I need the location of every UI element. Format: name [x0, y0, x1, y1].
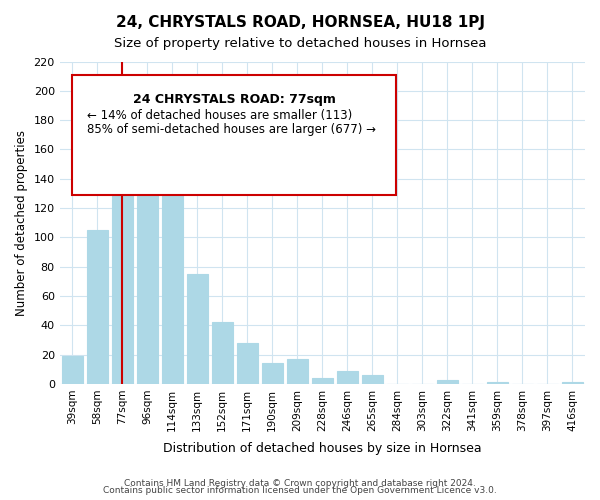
Bar [562, 382, 583, 384]
Bar [112, 150, 133, 384]
Bar [487, 382, 508, 384]
Bar [437, 380, 458, 384]
Bar [337, 370, 358, 384]
Bar [312, 378, 333, 384]
Text: Size of property relative to detached houses in Hornsea: Size of property relative to detached ho… [114, 38, 486, 51]
X-axis label: Distribution of detached houses by size in Hornsea: Distribution of detached houses by size … [163, 442, 482, 455]
Bar [62, 356, 83, 384]
Text: ← 14% of detached houses are smaller (113): ← 14% of detached houses are smaller (11… [87, 109, 352, 122]
Bar [262, 364, 283, 384]
Bar [287, 359, 308, 384]
Bar [161, 182, 183, 384]
Bar [236, 343, 258, 384]
Bar [187, 274, 208, 384]
Text: 24, CHRYSTALS ROAD, HORNSEA, HU18 1PJ: 24, CHRYSTALS ROAD, HORNSEA, HU18 1PJ [115, 15, 485, 30]
Bar [137, 128, 158, 384]
Bar [362, 375, 383, 384]
Text: Contains HM Land Registry data © Crown copyright and database right 2024.: Contains HM Land Registry data © Crown c… [124, 478, 476, 488]
Bar [86, 230, 108, 384]
Y-axis label: Number of detached properties: Number of detached properties [15, 130, 28, 316]
Text: Contains public sector information licensed under the Open Government Licence v3: Contains public sector information licen… [103, 486, 497, 495]
Bar [212, 322, 233, 384]
Text: 24 CHRYSTALS ROAD: 77sqm: 24 CHRYSTALS ROAD: 77sqm [133, 92, 335, 106]
Text: 85% of semi-detached houses are larger (677) →: 85% of semi-detached houses are larger (… [87, 122, 376, 136]
